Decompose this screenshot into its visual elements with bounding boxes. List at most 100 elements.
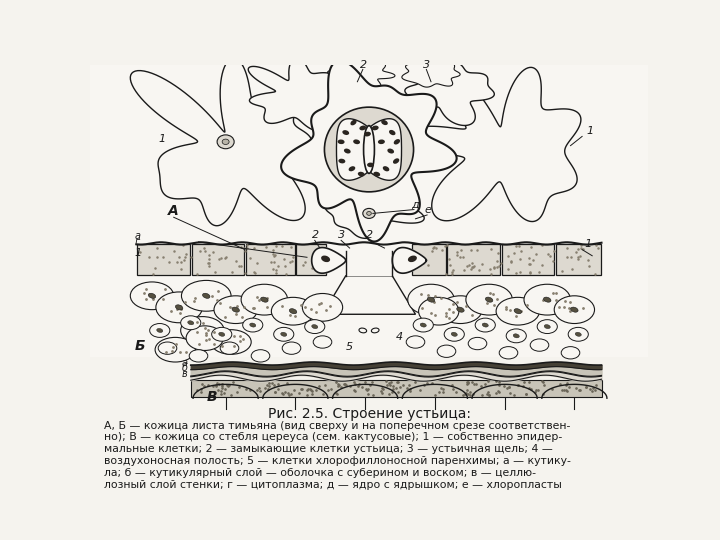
Ellipse shape (383, 166, 390, 171)
Ellipse shape (359, 125, 366, 130)
Text: А, Б — кожица листа тимьяна (вид сверху и на поперечном срезе соответствен-: А, Б — кожица листа тимьяна (вид сверху … (104, 421, 570, 430)
Ellipse shape (406, 336, 425, 348)
Text: лозный слой стенки; г — цитоплазма; д — ядро с ядрышком; е — хлоропласты: лозный слой стенки; г — цитоплазма; д — … (104, 480, 562, 490)
Polygon shape (392, 247, 426, 273)
Text: 4: 4 (396, 333, 403, 342)
Ellipse shape (251, 350, 270, 362)
Ellipse shape (219, 332, 225, 336)
Polygon shape (138, 244, 190, 275)
Ellipse shape (393, 158, 400, 164)
Ellipse shape (363, 208, 375, 218)
Text: Б: Б (135, 339, 145, 353)
Ellipse shape (485, 297, 493, 302)
Ellipse shape (544, 297, 551, 302)
Ellipse shape (496, 298, 539, 325)
Text: В: В (206, 390, 217, 404)
Text: 3: 3 (423, 60, 431, 70)
Text: 1: 1 (586, 126, 593, 136)
Ellipse shape (157, 328, 163, 333)
Text: в: в (181, 369, 187, 380)
Text: А: А (168, 204, 179, 218)
Ellipse shape (451, 332, 457, 336)
Ellipse shape (456, 307, 464, 312)
Ellipse shape (274, 327, 294, 341)
Text: воздухоносная полость; 5 — клетки хлорофиллоносной паренхимы; а — кутику-: воздухоносная полость; 5 — клетки хлороф… (104, 456, 571, 467)
Text: 2: 2 (312, 230, 319, 240)
Text: 5: 5 (346, 342, 353, 352)
Ellipse shape (243, 318, 263, 332)
Ellipse shape (367, 163, 374, 167)
Polygon shape (296, 244, 325, 275)
Ellipse shape (155, 338, 195, 362)
Text: 2: 2 (360, 60, 366, 70)
Ellipse shape (387, 148, 394, 153)
Ellipse shape (261, 297, 268, 302)
Text: мальные клетки; 2 — замыкающие клетки устьица; 3 — устьичная щель; 4 —: мальные клетки; 2 — замыкающие клетки ус… (104, 444, 553, 455)
Ellipse shape (408, 284, 454, 315)
Polygon shape (246, 244, 294, 275)
Ellipse shape (408, 255, 417, 262)
Ellipse shape (158, 342, 177, 354)
Polygon shape (323, 276, 415, 314)
Ellipse shape (214, 296, 258, 323)
Ellipse shape (530, 339, 549, 351)
Ellipse shape (561, 347, 580, 359)
Text: г: г (135, 237, 140, 247)
Ellipse shape (389, 130, 395, 135)
Ellipse shape (188, 321, 194, 325)
Ellipse shape (181, 316, 201, 330)
Ellipse shape (305, 320, 325, 334)
Ellipse shape (281, 332, 287, 336)
Ellipse shape (364, 126, 374, 173)
Ellipse shape (372, 328, 379, 333)
Ellipse shape (358, 172, 365, 177)
Ellipse shape (176, 305, 183, 310)
Ellipse shape (217, 135, 234, 148)
Ellipse shape (250, 323, 256, 327)
Ellipse shape (506, 329, 526, 343)
Ellipse shape (413, 318, 433, 332)
Ellipse shape (232, 307, 240, 312)
Polygon shape (312, 247, 346, 273)
Text: а: а (181, 358, 187, 368)
Text: 2: 2 (366, 230, 373, 240)
Polygon shape (130, 58, 312, 226)
Ellipse shape (466, 284, 513, 315)
Text: д: д (412, 199, 419, 209)
FancyBboxPatch shape (90, 231, 648, 357)
Ellipse shape (130, 282, 174, 309)
Polygon shape (281, 60, 456, 241)
Ellipse shape (418, 298, 459, 325)
Ellipse shape (338, 139, 345, 144)
Ellipse shape (202, 293, 210, 298)
Polygon shape (371, 119, 402, 180)
Polygon shape (248, 58, 347, 131)
Polygon shape (400, 62, 495, 125)
Ellipse shape (150, 323, 170, 338)
Ellipse shape (374, 172, 380, 177)
Text: 1: 1 (158, 134, 166, 144)
Polygon shape (413, 244, 446, 275)
Polygon shape (447, 244, 500, 275)
Ellipse shape (351, 120, 356, 125)
Ellipse shape (366, 212, 372, 215)
Ellipse shape (302, 294, 343, 321)
Ellipse shape (513, 334, 519, 338)
Ellipse shape (282, 342, 301, 354)
Ellipse shape (554, 296, 595, 323)
Ellipse shape (354, 139, 360, 144)
Ellipse shape (537, 320, 557, 334)
Ellipse shape (271, 298, 315, 325)
Ellipse shape (427, 297, 435, 302)
Text: ла; б — кутикулярный слой — оболочка с суберином и воском; в — целлю-: ла; б — кутикулярный слой — оболочка с с… (104, 468, 536, 478)
Polygon shape (402, 57, 460, 87)
Ellipse shape (338, 159, 346, 164)
Ellipse shape (241, 284, 287, 315)
Ellipse shape (359, 328, 366, 333)
Text: 1: 1 (135, 248, 142, 258)
Ellipse shape (514, 309, 521, 314)
Ellipse shape (468, 338, 487, 350)
FancyBboxPatch shape (90, 65, 648, 231)
Ellipse shape (499, 347, 518, 359)
Ellipse shape (344, 148, 351, 153)
